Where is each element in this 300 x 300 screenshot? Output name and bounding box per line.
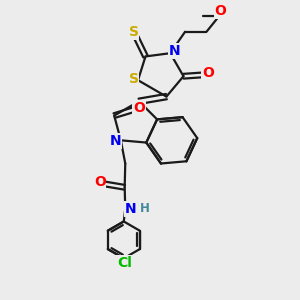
Text: N: N — [169, 44, 181, 58]
Text: S: S — [129, 25, 139, 39]
Text: H: H — [140, 202, 149, 215]
Text: Cl: Cl — [117, 256, 132, 270]
Text: N: N — [125, 202, 136, 216]
Text: N: N — [110, 134, 121, 148]
Text: O: O — [133, 100, 145, 115]
Text: O: O — [214, 4, 226, 18]
Text: O: O — [94, 175, 106, 189]
Text: S: S — [129, 72, 139, 86]
Text: O: O — [202, 66, 214, 80]
